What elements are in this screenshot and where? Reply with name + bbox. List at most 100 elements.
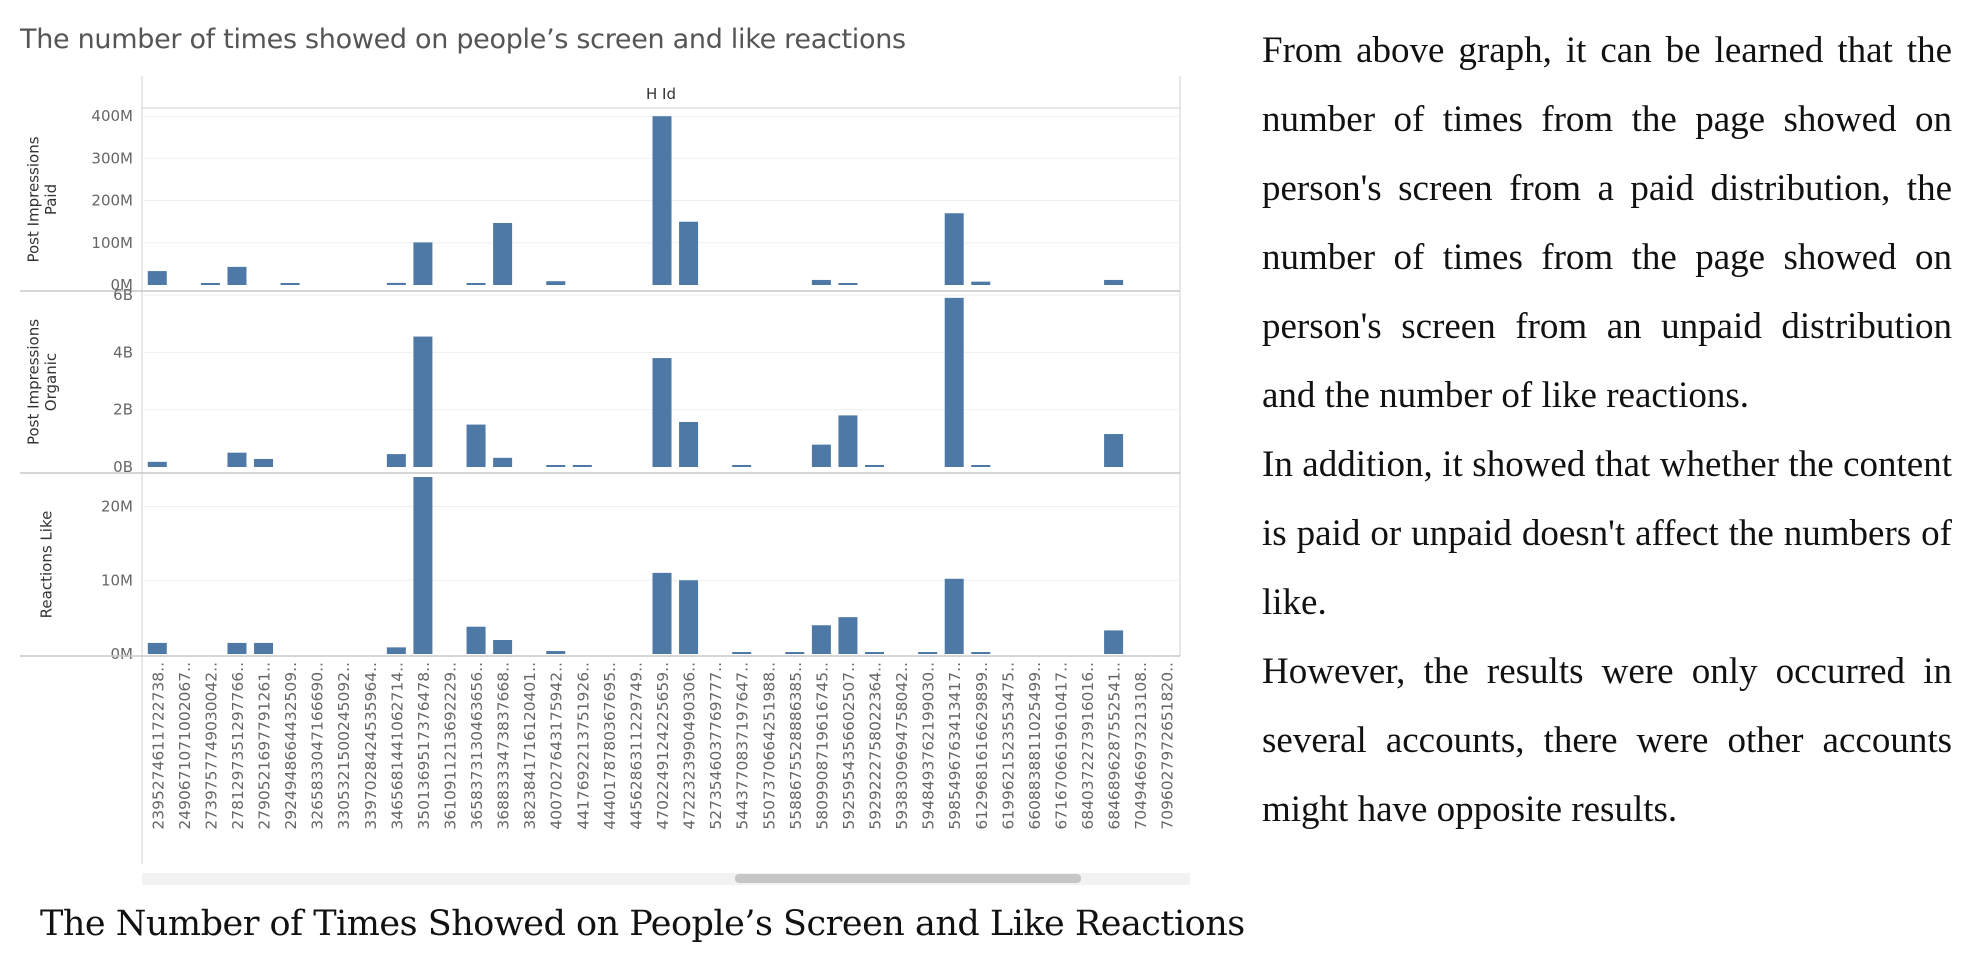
- bar: [679, 221, 699, 285]
- x-tick-label: 6199621523553475..: [999, 662, 1017, 830]
- x-tick-label: 4702249124225659..: [654, 662, 672, 830]
- bar: [493, 639, 513, 654]
- x-tick-label: 2924948664432509..: [282, 662, 300, 830]
- scrollbar-thumb[interactable]: [735, 874, 1081, 883]
- x-tick-label: 2739757749030042..: [202, 662, 220, 830]
- bar: [572, 465, 592, 467]
- bar: [546, 281, 566, 285]
- bar: [227, 452, 247, 467]
- bar: [546, 464, 566, 467]
- bar: [254, 642, 274, 654]
- y-axis-label: Post ImpressionsOrganic: [25, 319, 60, 445]
- bar: [386, 454, 406, 467]
- paragraph: However, the results were only occurred …: [1262, 651, 1952, 830]
- bar: [466, 424, 486, 467]
- column-header: H Id: [646, 85, 676, 103]
- y-tick-label: 2B: [113, 401, 133, 419]
- bar: [652, 358, 672, 467]
- x-tick-label: 3465681441062714..: [388, 662, 406, 830]
- x-tick-label: 6608838811025499..: [1026, 662, 1044, 830]
- y-tick-label: 0B: [113, 458, 133, 476]
- y-tick-label: 400M: [91, 107, 133, 125]
- x-tick-label: 3823841716120401..: [521, 662, 539, 830]
- x-tick-label: 6846896287552541..: [1106, 662, 1124, 830]
- bar: [944, 213, 964, 285]
- bar: [838, 415, 858, 467]
- y-axis-label-line: Reactions Like: [37, 511, 55, 619]
- bar: [386, 282, 406, 285]
- x-tick-label: 4440178780367695..: [601, 662, 619, 830]
- y-axis-label-line: Post Impressions: [25, 319, 43, 445]
- x-tick-label: 3658373130463656..: [468, 662, 486, 830]
- bar: [493, 222, 513, 285]
- x-tick-label: 3610911213692229..: [441, 662, 459, 830]
- x-tick-label: 4722323990490306..: [681, 662, 699, 830]
- bar: [811, 444, 831, 467]
- x-tick-label: 6129681616629899..: [973, 662, 991, 830]
- bar: [971, 465, 991, 467]
- bar: [200, 283, 220, 285]
- y-tick-label: 200M: [91, 192, 133, 210]
- x-tick-label: 5925954356602507..: [840, 662, 858, 830]
- x-tick-label: 5507370664251988..: [760, 662, 778, 830]
- x-tick-label: 2790521697791261..: [256, 662, 274, 830]
- figure-caption: The Number of Times Showed on People’s S…: [40, 904, 1245, 944]
- x-tick-label: 4007027643175942..: [548, 662, 566, 830]
- bar: [679, 580, 699, 654]
- x-tick-label: 3265833047166690..: [309, 662, 327, 830]
- bar: [865, 652, 885, 654]
- bar: [147, 461, 167, 467]
- y-tick-label: 20M: [101, 498, 133, 516]
- y-tick-label: 100M: [91, 234, 133, 252]
- x-tick-label: 5985496763413417..: [946, 662, 964, 830]
- bar: [1104, 630, 1124, 654]
- y-axis-label-line: Organic: [42, 353, 60, 411]
- bar: [785, 652, 805, 654]
- bar: [147, 271, 167, 285]
- bar: [865, 465, 885, 467]
- x-tick-label: 3501369517376478..: [415, 662, 433, 830]
- x-tick-label: 3397028424535964..: [362, 662, 380, 830]
- y-axis-label: Reactions Like: [37, 511, 55, 619]
- paragraph: In addition, it showed that whether the …: [1262, 444, 1952, 623]
- y-tick-label: 4B: [113, 343, 133, 361]
- paragraph: From above graph, it can be learned that…: [1262, 30, 1952, 416]
- x-tick-label: 5443770837197647..: [734, 662, 752, 830]
- header-strip: [142, 76, 1180, 108]
- bar: [466, 283, 486, 285]
- bar: [254, 458, 274, 467]
- bar: [918, 652, 938, 654]
- y-tick-label: 0M: [111, 276, 134, 294]
- bar: [1104, 279, 1124, 285]
- y-tick-label: 300M: [91, 149, 133, 167]
- bar: [386, 647, 406, 654]
- bar: [811, 279, 831, 285]
- bar: [413, 336, 433, 467]
- bar: [732, 465, 752, 467]
- bar: [971, 652, 991, 654]
- bar: [227, 642, 247, 654]
- x-tick-label: 5948493762199030..: [920, 662, 938, 830]
- x-tick-label: 3305321500245092..: [335, 662, 353, 830]
- x-tick-label: 5809908719616745..: [813, 662, 831, 830]
- x-tick-label: 5588675528886385..: [787, 662, 805, 830]
- x-tick-label: 2781297351297766..: [229, 662, 247, 830]
- bar: [280, 283, 300, 285]
- bar: [227, 266, 247, 285]
- x-tick-label: 5929222758022364..: [867, 662, 885, 830]
- y-tick-label: 10M: [101, 571, 133, 589]
- x-tick-label: 4417692213751926..: [574, 662, 592, 830]
- bar: [679, 421, 699, 467]
- bar: [944, 578, 964, 654]
- bar: [147, 642, 167, 654]
- x-tick-label: 6840372273916016..: [1079, 662, 1097, 830]
- chart-title: The number of times showed on people’s s…: [20, 24, 906, 55]
- bar: [413, 242, 433, 285]
- bar: [971, 281, 991, 285]
- bar: [413, 477, 433, 654]
- bar: [652, 572, 672, 654]
- description-text: From above graph, it can be learned that…: [1262, 16, 1952, 844]
- x-tick-label: 7096027972651820..: [1159, 662, 1177, 830]
- bar: [546, 651, 566, 654]
